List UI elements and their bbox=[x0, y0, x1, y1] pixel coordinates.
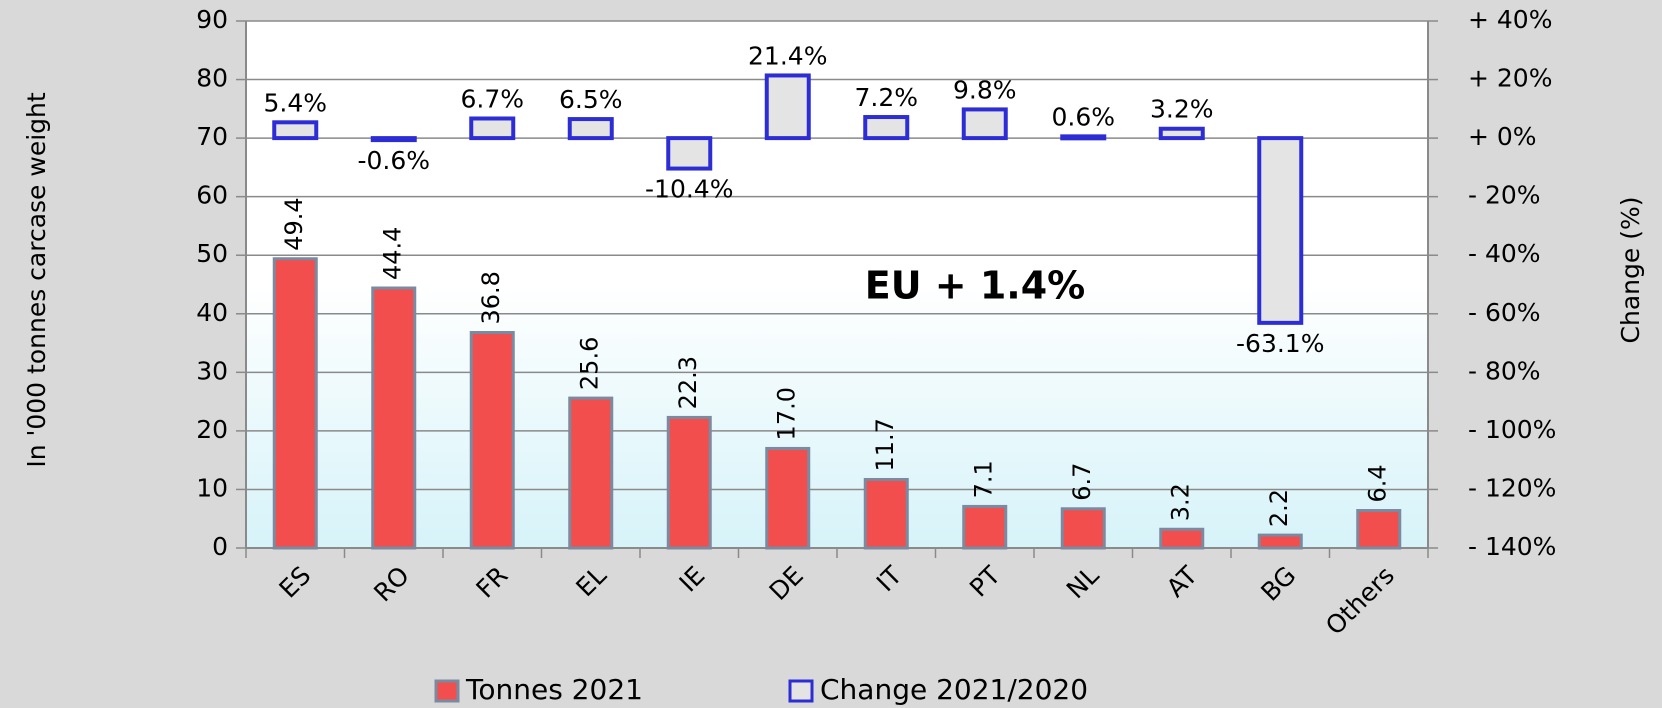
data-label: 44.4 bbox=[379, 227, 407, 280]
data-label: 36.8 bbox=[477, 271, 505, 324]
y-tick-label: 60 bbox=[196, 181, 228, 210]
annotation: EU + 1.4% bbox=[865, 264, 1086, 308]
data-label: 3.2 bbox=[1167, 483, 1195, 521]
bar bbox=[469, 331, 515, 550]
bar bbox=[371, 286, 417, 550]
bar bbox=[1060, 134, 1107, 141]
bar bbox=[272, 257, 318, 550]
data-label: -10.4% bbox=[645, 175, 733, 204]
y2-tick-label: - 20% bbox=[1468, 181, 1541, 210]
data-label: 0.6% bbox=[1051, 102, 1115, 131]
bar bbox=[1257, 136, 1304, 325]
data-label: 7.2% bbox=[854, 83, 918, 112]
y2-axis-label: Change (%) bbox=[1616, 197, 1645, 344]
bar bbox=[272, 120, 319, 141]
bar bbox=[764, 73, 811, 141]
data-label: 25.6 bbox=[576, 337, 604, 390]
legend-swatch bbox=[788, 679, 814, 703]
bar bbox=[469, 116, 516, 141]
data-label: -63.1% bbox=[1236, 329, 1324, 358]
y-tick-label: 20 bbox=[196, 415, 228, 444]
x-tick-label: NL bbox=[1061, 561, 1105, 605]
bar bbox=[1356, 509, 1402, 550]
y-tick-label: 50 bbox=[196, 239, 228, 268]
y2-tick-label: - 140% bbox=[1468, 532, 1556, 561]
data-label: 49.4 bbox=[280, 197, 308, 250]
bar bbox=[666, 136, 713, 171]
bar bbox=[765, 446, 811, 550]
bar bbox=[863, 115, 910, 141]
data-label: -0.6% bbox=[357, 146, 430, 175]
x-tick-label: Others bbox=[1320, 561, 1400, 641]
bar bbox=[666, 415, 712, 550]
bar bbox=[567, 117, 614, 141]
bar bbox=[961, 107, 1008, 141]
legend-label: Tonnes 2021 bbox=[465, 673, 643, 706]
bar bbox=[863, 477, 909, 550]
y2-tick-label: - 80% bbox=[1468, 356, 1541, 385]
bar bbox=[1060, 507, 1106, 550]
bar bbox=[568, 396, 614, 550]
legend-label: Change 2021/2020 bbox=[820, 673, 1088, 706]
y-tick-label: 10 bbox=[196, 473, 228, 502]
data-label: 22.3 bbox=[674, 356, 702, 409]
x-tick-label: IE bbox=[674, 561, 711, 598]
data-label: 9.8% bbox=[953, 75, 1017, 104]
x-tick-label: RO bbox=[368, 561, 415, 608]
x-tick-label: ES bbox=[274, 561, 317, 604]
data-label: 21.4% bbox=[748, 41, 827, 70]
data-label: 2.2 bbox=[1265, 489, 1293, 527]
y2-tick-label: + 20% bbox=[1468, 64, 1552, 93]
y2-tick-label: + 40% bbox=[1468, 5, 1552, 34]
x-tick-label: FR bbox=[470, 561, 513, 604]
y2-tick-label: - 120% bbox=[1468, 473, 1556, 502]
y-tick-label: 90 bbox=[196, 5, 228, 34]
bar bbox=[1158, 126, 1205, 141]
data-label: 6.4 bbox=[1364, 464, 1392, 502]
x-tick-label: IT bbox=[871, 560, 908, 597]
y-tick-label: 70 bbox=[196, 122, 228, 151]
data-label: 11.7 bbox=[871, 418, 899, 471]
data-label: 6.7% bbox=[460, 84, 524, 113]
y2-tick-label: - 40% bbox=[1468, 239, 1541, 268]
x-tick-label: BG bbox=[1255, 561, 1301, 607]
bar bbox=[962, 504, 1008, 550]
data-label: 3.2% bbox=[1150, 95, 1214, 124]
x-tick-label: DE bbox=[764, 561, 809, 606]
data-label: 17.0 bbox=[773, 387, 801, 440]
plot-area bbox=[246, 21, 1428, 548]
y-tick-label: 80 bbox=[196, 64, 228, 93]
data-label: 6.7 bbox=[1068, 463, 1096, 501]
data-label: 6.5% bbox=[559, 85, 623, 114]
x-tick-label: EL bbox=[570, 561, 612, 603]
y-tick-label: 40 bbox=[196, 298, 228, 327]
bar bbox=[1159, 527, 1205, 550]
bar bbox=[1257, 533, 1303, 550]
y2-tick-label: + 0% bbox=[1468, 122, 1537, 151]
y2-tick-label: - 60% bbox=[1468, 298, 1541, 327]
data-label: 7.1 bbox=[970, 460, 998, 498]
legend-swatch bbox=[434, 679, 460, 703]
bar bbox=[370, 136, 417, 143]
y-axis-label: In '000 tonnes carcase weight bbox=[22, 92, 51, 468]
x-tick-label: PT bbox=[964, 560, 1006, 602]
y-tick-label: 30 bbox=[196, 356, 228, 385]
x-tick-label: AT bbox=[1161, 560, 1204, 603]
data-label: 5.4% bbox=[263, 88, 327, 117]
y2-tick-label: - 100% bbox=[1468, 415, 1556, 444]
y-tick-label: 0 bbox=[212, 532, 228, 561]
